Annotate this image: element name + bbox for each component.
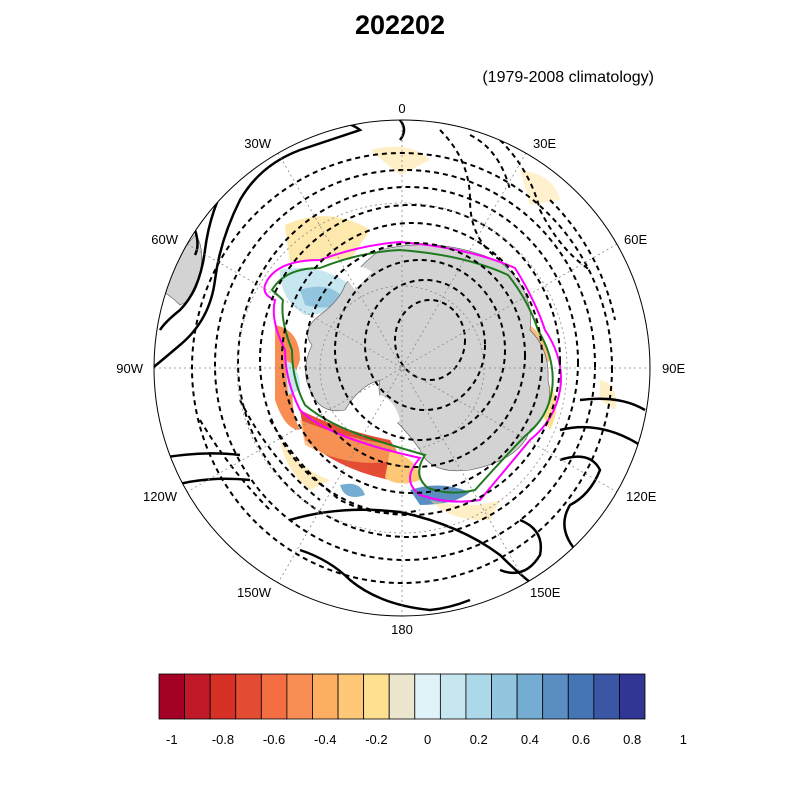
colorbar-swatch <box>286 673 313 720</box>
lon-label-90e: 90E <box>662 361 685 376</box>
weddell-ice-shelf-gap <box>340 266 372 290</box>
colorbar-swatch <box>260 673 288 720</box>
colorbar-swatch <box>158 673 185 720</box>
longitude-labels: 0 30E 60E 90E 120E 150E 180 150W 120W 90… <box>116 101 685 637</box>
colorbar-swatch <box>516 673 544 720</box>
lon-label-30w: 30W <box>244 136 271 151</box>
colorbar-tick-label: -0.4 <box>314 732 336 747</box>
colorbar-tick-label: 0.4 <box>521 732 539 747</box>
colorbar-swatch <box>593 673 620 720</box>
lon-label-60e: 60E <box>624 232 647 247</box>
colorbar-tick-label: 0 <box>424 732 431 747</box>
map-field <box>154 120 650 616</box>
colorbar-tick-label: -0.8 <box>212 732 234 747</box>
colorbar-tick-label: 0.8 <box>623 732 641 747</box>
colorbar-swatch <box>542 673 569 720</box>
colorbar-swatch <box>363 673 390 720</box>
lon-label-150w: 150W <box>237 585 272 600</box>
colorbar-swatch <box>491 673 518 720</box>
antarctica-landmass <box>305 244 550 472</box>
lon-label-90w: 90W <box>116 361 143 376</box>
colorbar <box>158 673 646 720</box>
figure-title: 202202 <box>354 10 446 40</box>
colorbar-swatch <box>388 673 416 720</box>
colorbar-tick-label: 0.2 <box>470 732 488 747</box>
graticule <box>154 120 650 616</box>
ice-edge-contour-magenta <box>263 240 562 503</box>
lon-label-30e: 30E <box>533 136 556 151</box>
colorbar-tick-label: -0.2 <box>365 732 387 747</box>
colorbar-swatch <box>619 673 646 720</box>
colorbar-swatch <box>209 673 237 720</box>
lon-label-120e: 120E <box>626 489 657 504</box>
colorbar-swatch <box>414 673 441 720</box>
colorbar-tick-label: 1 <box>680 732 687 747</box>
dashed-contours <box>191 129 616 584</box>
map-border <box>153 119 651 617</box>
colorbar-tick-label: 0.6 <box>572 732 590 747</box>
lon-label-60w: 60W <box>151 232 178 247</box>
colorbar-tick-labels: -1 -0.8 -0.6 -0.4 -0.2 0 0.2 0.4 0.6 0.8 1 <box>166 732 687 747</box>
ross-ice-shelf-gap <box>375 395 400 428</box>
colorbar-tick-label: -0.6 <box>263 732 285 747</box>
lon-label-120w: 120W <box>143 489 178 504</box>
lon-label-150e: 150E <box>530 585 561 600</box>
colorbar-swatch <box>235 673 262 720</box>
colorbar-swatch <box>184 673 211 720</box>
colorbar-swatch <box>465 673 492 720</box>
colorbar-tick-label: -1 <box>166 732 178 747</box>
colorbar-swatch <box>312 673 339 720</box>
colorbar-swatch <box>567 673 595 720</box>
lon-label-0: 0 <box>398 101 405 116</box>
figure-subtitle: (1979-2008 climatology) <box>482 69 654 86</box>
colorbar-swatch <box>337 673 365 720</box>
lon-label-180: 180 <box>391 622 413 637</box>
colorbar-swatch <box>439 673 467 720</box>
